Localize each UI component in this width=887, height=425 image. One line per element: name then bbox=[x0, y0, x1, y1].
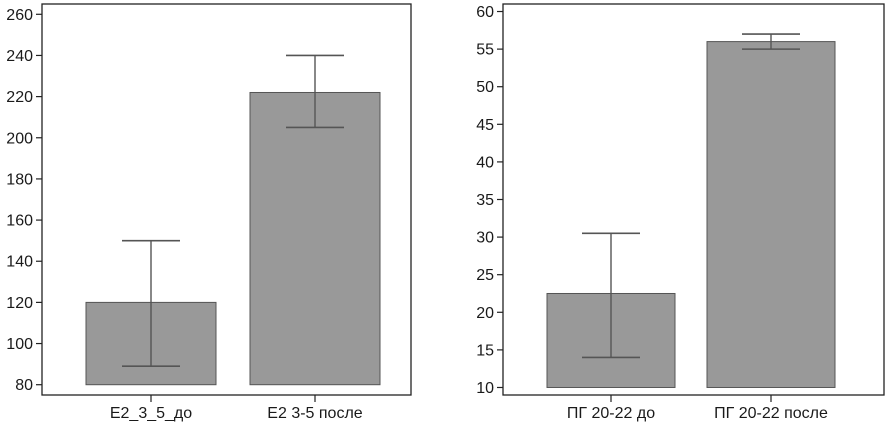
plot-frame bbox=[41, 3, 412, 396]
bar bbox=[249, 91, 381, 386]
x-category-label: E2 3-5 после bbox=[267, 405, 362, 422]
y-tick-label: 160 bbox=[6, 213, 33, 230]
y-tick-label: 45 bbox=[476, 117, 494, 134]
y-tick-label: 180 bbox=[6, 171, 33, 188]
y-tick-label: 10 bbox=[476, 380, 494, 397]
y-tick-label: 80 bbox=[15, 377, 33, 394]
y-tick-label: 240 bbox=[6, 48, 33, 65]
y-tick-label: 40 bbox=[476, 154, 494, 171]
y-tick-label: 260 bbox=[6, 7, 33, 24]
chart-left: 80 100 120 140 160 180 200 220 240 260 E2_3_5_до E2… bbox=[6, 3, 412, 422]
x-category-label: E2_3_5_до bbox=[110, 405, 192, 422]
y-tick-label: 60 bbox=[476, 4, 494, 21]
y-tick-label: 25 bbox=[476, 267, 494, 284]
y-tick-label: 50 bbox=[476, 79, 494, 96]
y-tick-label: 15 bbox=[476, 342, 494, 359]
y-tick-label: 55 bbox=[476, 42, 494, 59]
y-tick-label: 20 bbox=[476, 305, 494, 322]
y-tick-label: 30 bbox=[476, 230, 494, 247]
y-tick-label: 35 bbox=[476, 192, 494, 209]
x-category-label: ПГ 20-22 до bbox=[567, 405, 655, 422]
y-tick-label: 100 bbox=[6, 336, 33, 353]
y-tick-label: 140 bbox=[6, 254, 33, 271]
x-category-label: ПГ 20-22 после bbox=[714, 405, 828, 422]
y-tick-label: 220 bbox=[6, 89, 33, 106]
bar bbox=[706, 41, 836, 388]
y-tick-label: 120 bbox=[6, 295, 33, 312]
y-tick-label: 200 bbox=[6, 130, 33, 147]
chart-right: 10 15 20 25 30 35 40 45 50 55 60 ПГ 20-22 до ПГ 20-2… bbox=[476, 3, 885, 422]
